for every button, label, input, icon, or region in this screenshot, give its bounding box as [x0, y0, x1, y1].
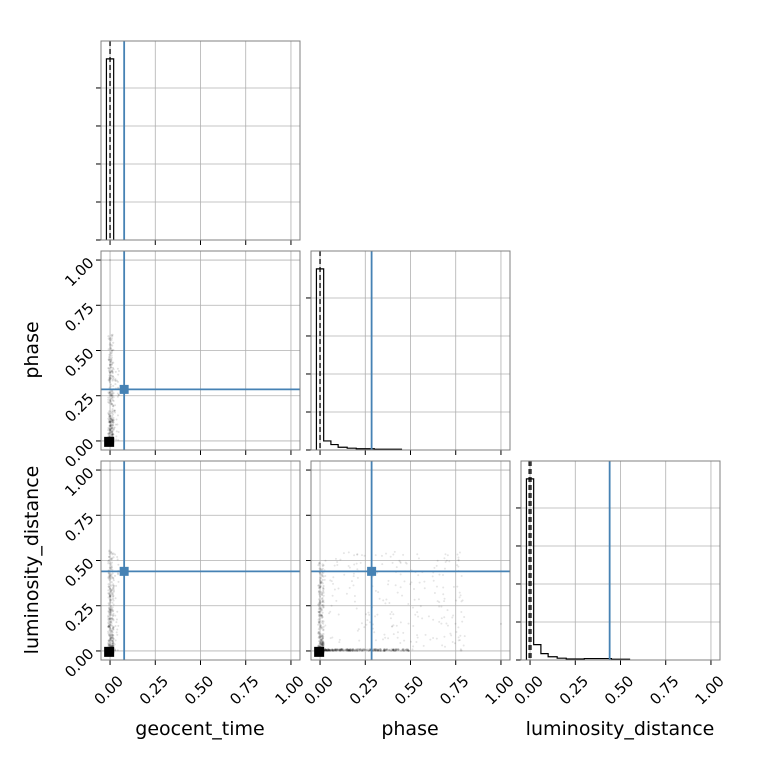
scatter-samples-phase-luminosity_distance	[317, 550, 502, 654]
truth-marker	[119, 566, 129, 576]
x-axis-label-geocent-time: geocent_time	[135, 718, 264, 740]
x-tick-label: 0.50	[601, 672, 637, 708]
y-tick-label: 0.75	[61, 509, 97, 545]
y-tick-label: 0.50	[61, 344, 97, 380]
sample-density-core	[104, 646, 115, 657]
x-tick-label: 1.00	[691, 672, 727, 708]
x-tick-label: 0.50	[181, 672, 217, 708]
y-tick-label: 0.00	[61, 645, 97, 681]
sample-density-core	[314, 646, 325, 657]
x-tick-label: 0.75	[436, 672, 472, 708]
panel-frame	[310, 250, 511, 451]
scatter-samples-geocent_time-phase	[107, 259, 120, 444]
x-tick-label: 0.75	[646, 672, 682, 708]
panel-frame	[100, 40, 301, 241]
histogram-phase	[315, 268, 403, 450]
x-tick-label: 1.00	[271, 672, 307, 708]
y-tick-label: 1.00	[61, 254, 97, 290]
x-tick-label: 0.00	[511, 672, 547, 708]
x-tick-label: 0.50	[391, 672, 427, 708]
histogram-luminosity_distance	[525, 478, 631, 660]
y-tick-label: 0.75	[61, 299, 97, 335]
y-axis-label-luminosity-distance: luminosity_distance	[21, 466, 43, 655]
truth-marker	[367, 566, 377, 576]
panel-frame	[310, 460, 511, 661]
x-tick-label: 0.25	[136, 672, 172, 708]
y-tick-label: 0.25	[61, 600, 97, 636]
x-tick-label: 0.00	[91, 672, 127, 708]
y-axis-label-phase: phase	[21, 321, 43, 378]
y-tick-label: 0.50	[61, 554, 97, 590]
panel-frame	[520, 460, 721, 661]
y-tick-label: 1.00	[61, 464, 97, 500]
x-tick-label: 0.25	[346, 672, 382, 708]
x-axis-label-luminosity-distance: luminosity_distance	[526, 718, 715, 740]
truth-marker	[119, 384, 129, 394]
y-tick-label: 0.25	[61, 390, 97, 426]
x-tick-label: 1.00	[481, 672, 517, 708]
panels-layer: 0.00 0.25 0.50 0.75 1.000.00 0.25 0.50 0.75 1.00…	[61, 40, 728, 708]
x-axis-label-phase: phase	[381, 718, 438, 740]
panel-frame	[100, 460, 301, 661]
panel-frame	[100, 250, 301, 451]
x-tick-label: 0.75	[226, 672, 262, 708]
x-tick-label: 0.25	[556, 672, 592, 708]
sample-density-core	[104, 436, 115, 447]
x-tick-label: 0.00	[301, 672, 337, 708]
y-tick-label: 0.00	[61, 435, 97, 471]
scatter-samples-geocent_time-luminosity_distance	[107, 469, 120, 654]
